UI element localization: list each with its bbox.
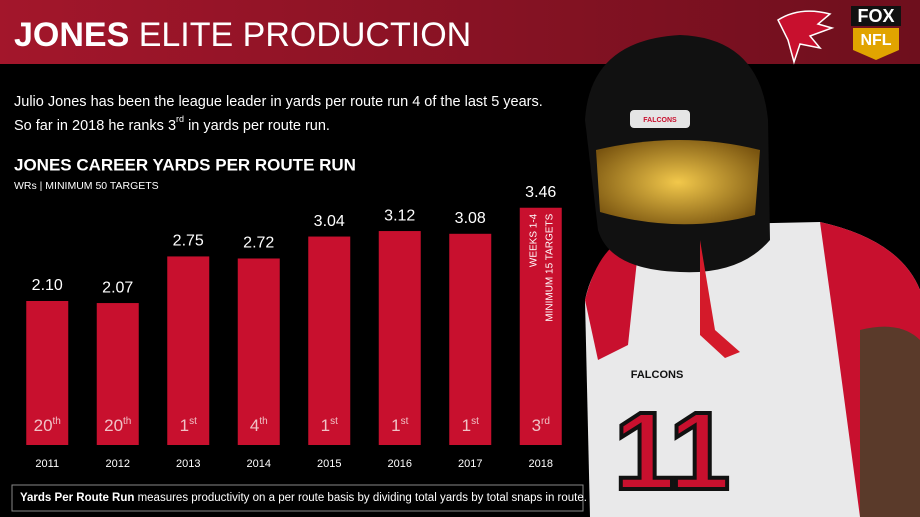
rank-suffix: th — [259, 416, 267, 427]
value-label: 3.46 — [525, 184, 556, 201]
rank-label: 20th — [104, 416, 131, 436]
logo-network: FOX — [857, 6, 894, 26]
rank-label: 1st — [180, 416, 197, 436]
jersey-text: FALCONS — [631, 369, 684, 381]
rank-label: 1st — [391, 416, 408, 436]
rank-suffix: rd — [541, 416, 550, 427]
rank-label: 20th — [34, 416, 61, 436]
x-tick-label: 2018 — [529, 458, 553, 470]
rank-number: 1 — [180, 416, 189, 435]
footnote-text: measures productivity on a per route bas… — [134, 492, 587, 504]
x-tick-label: 2016 — [388, 458, 412, 470]
rank-label: 3rd — [532, 416, 550, 436]
network-logo: FOX NFL — [851, 6, 901, 60]
rank-number: 3 — [532, 416, 541, 435]
x-tick-label: 2017 — [458, 458, 482, 470]
x-tick-label: 2011 — [35, 458, 59, 470]
player-illustration: FALCONS FALCONS 11 — [585, 35, 920, 517]
jersey-number: 11 — [614, 390, 730, 513]
intro-line1: Julio Jones has been the league leader i… — [14, 94, 543, 110]
rank-number: 1 — [321, 416, 330, 435]
bar — [26, 301, 69, 445]
bar — [519, 207, 562, 445]
value-label: 2.07 — [102, 279, 133, 296]
rank-suffix: th — [123, 416, 131, 427]
bar — [237, 258, 280, 445]
team-logo — [777, 10, 835, 65]
annotation: MINIMUM 15 TARGETS — [544, 213, 555, 321]
rank-suffix: st — [330, 416, 338, 427]
rank-label: 1st — [462, 416, 479, 436]
rank-suffix: st — [471, 416, 479, 427]
rank-label: 1st — [321, 416, 338, 436]
value-label: 3.12 — [384, 207, 415, 224]
rank-number: 20 — [104, 416, 123, 435]
bar — [449, 233, 492, 445]
x-tick-label: 2013 — [176, 458, 200, 470]
value-label: 3.04 — [314, 213, 345, 230]
footnote: Yards Per Route Run measures productivit… — [20, 492, 587, 504]
bar — [167, 256, 210, 445]
title-rest: ELITE PRODUCTION — [139, 16, 471, 54]
intro-text: So far in 2018 he ranks 3 — [14, 118, 176, 134]
footnote-term: Yards Per Route Run — [20, 492, 134, 504]
header-title: JONES ELITE PRODUCTION — [14, 16, 471, 54]
bar — [96, 303, 139, 445]
value-label: 2.75 — [173, 233, 204, 250]
bar — [378, 231, 421, 445]
chart-title: JONES CAREER YARDS PER ROUTE RUN — [14, 155, 356, 174]
value-label: 3.08 — [455, 210, 486, 227]
title-bold: JONES — [14, 16, 129, 54]
footnote-box — [11, 484, 584, 512]
chart-subtitle: WRs | MINIMUM 50 TARGETS — [14, 180, 159, 192]
value-label: 2.72 — [243, 235, 274, 252]
bar — [308, 236, 351, 445]
intro-text: in yards per route run. — [184, 118, 330, 134]
header-banner — [0, 0, 920, 64]
svg-text:FALCONS: FALCONS — [643, 117, 677, 124]
rank-number: 1 — [462, 416, 471, 435]
x-tick-label: 2015 — [317, 458, 341, 470]
intro-superscript: rd — [176, 114, 184, 124]
rank-suffix: st — [401, 416, 409, 427]
rank-suffix: st — [189, 416, 197, 427]
annotation: WEEKS 1-4 — [528, 213, 539, 267]
rank-number: 20 — [34, 416, 53, 435]
rank-number: 4 — [250, 416, 259, 435]
rank-number: 1 — [391, 416, 400, 435]
rank-suffix: th — [53, 416, 61, 427]
x-tick-label: 2014 — [247, 458, 271, 470]
value-label: 2.10 — [32, 277, 63, 294]
logo-league: NFL — [860, 32, 891, 49]
intro-line2: So far in 2018 he ranks 3rd in yards per… — [14, 114, 330, 133]
rank-label: 4th — [250, 416, 268, 436]
x-tick-label: 2012 — [106, 458, 130, 470]
